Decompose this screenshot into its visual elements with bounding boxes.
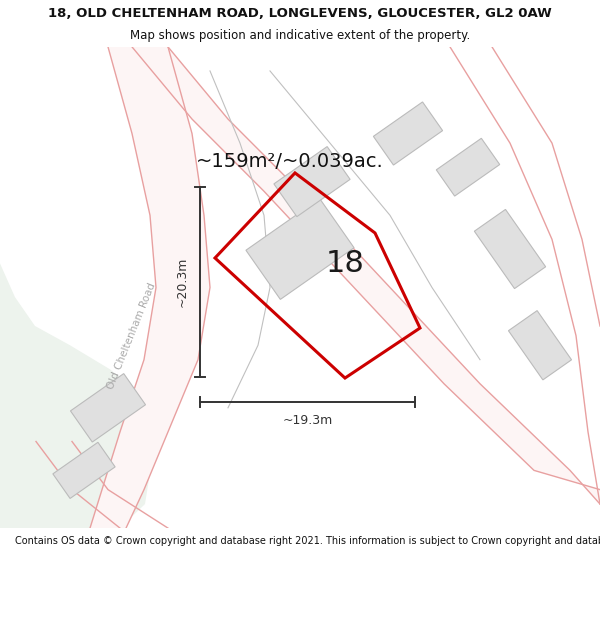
Polygon shape: [475, 209, 545, 289]
Text: 18, OLD CHELTENHAM ROAD, LONGLEVENS, GLOUCESTER, GL2 0AW: 18, OLD CHELTENHAM ROAD, LONGLEVENS, GLO…: [48, 7, 552, 19]
Text: ~20.3m: ~20.3m: [176, 257, 188, 307]
Text: 18: 18: [326, 249, 364, 279]
Polygon shape: [132, 47, 600, 504]
Polygon shape: [436, 138, 500, 196]
Polygon shape: [90, 47, 210, 528]
Text: Contains OS data © Crown copyright and database right 2021. This information is : Contains OS data © Crown copyright and d…: [15, 536, 600, 546]
Text: ~159m²/~0.039ac.: ~159m²/~0.039ac.: [196, 152, 384, 171]
Polygon shape: [373, 102, 443, 165]
Text: ~19.3m: ~19.3m: [283, 414, 332, 427]
Text: Map shows position and indicative extent of the property.: Map shows position and indicative extent…: [130, 29, 470, 42]
Polygon shape: [0, 47, 155, 528]
Text: Old Cheltenham Road: Old Cheltenham Road: [106, 281, 158, 391]
Polygon shape: [70, 374, 146, 442]
Polygon shape: [274, 147, 350, 217]
Polygon shape: [246, 199, 354, 299]
Polygon shape: [508, 311, 572, 380]
Polygon shape: [53, 442, 115, 499]
